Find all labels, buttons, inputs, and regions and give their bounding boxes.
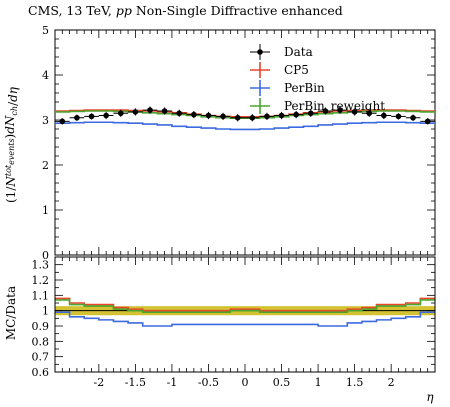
- x-tick-label: -1: [167, 376, 178, 389]
- data-point: [191, 111, 197, 118]
- data-point: [264, 113, 270, 120]
- data-point: [88, 113, 95, 120]
- main-plot-frame: [54, 29, 436, 256]
- data-point: [322, 108, 329, 114]
- x-tick-label: 1.5: [346, 376, 364, 389]
- data-point: [366, 110, 373, 117]
- data-point: [278, 112, 285, 119]
- data-point: [381, 112, 387, 119]
- x-axis-label: η: [426, 390, 434, 404]
- data-point: [103, 112, 109, 119]
- data-point: [132, 109, 139, 115]
- x-tick-label: -2: [93, 376, 104, 389]
- main-y-axis-label: (1/Ntotevents)dNch/dη: [3, 86, 20, 203]
- data-point: [424, 118, 431, 125]
- data-point: [117, 110, 124, 117]
- x-tick-label: 1: [315, 376, 322, 389]
- data-point: [293, 111, 299, 118]
- legend-label-cp5: CP5: [284, 63, 309, 77]
- main-panel: 0 1 2 3 4 5: [42, 24, 436, 262]
- legend: Data CP5 PerBin PerBin_reweight: [250, 44, 385, 114]
- y-tick-label: 4: [42, 69, 49, 82]
- data-point: [205, 112, 212, 119]
- ratio-y-tick-label: 1: [42, 305, 49, 318]
- y-tick-label: 1: [42, 204, 49, 217]
- legend-marker-point: [257, 49, 263, 55]
- y-tick-label: 5: [42, 24, 49, 37]
- x-tick-label: 0.5: [273, 376, 291, 389]
- data-point: [395, 113, 402, 120]
- ratio-y-tick-label: 1.3: [32, 259, 50, 272]
- ratio-line-perbin_reweight: [55, 299, 435, 313]
- ratio-y-tick-label: 1.1: [32, 289, 50, 302]
- legend-label-perbin_reweight: PerBin_reweight: [284, 99, 385, 113]
- ratio-y-axis-label: MC/Data: [4, 286, 18, 340]
- y-tick-label: 3: [42, 114, 49, 127]
- data-point: [351, 109, 358, 115]
- legend-label-data: Data: [284, 45, 313, 59]
- ratio-y-tick-label: 0.6: [32, 366, 50, 379]
- ratio-y-tick-label: 0.9: [32, 320, 50, 333]
- y-tick-label: 2: [42, 159, 49, 172]
- x-tick-label: 0: [242, 376, 249, 389]
- data-point: [147, 107, 153, 113]
- series-line-perbin: [55, 121, 435, 131]
- x-tick-label: -1.5: [125, 376, 146, 389]
- data-point: [220, 113, 226, 120]
- data-point: [249, 114, 256, 121]
- data-point: [161, 108, 168, 114]
- ratio-panel: -2 -1.5 -1 -0.5 0 0.5 1 1.5 2 0.6 0.7 0.8 0.9 1 1.1 1.2…: [32, 256, 436, 389]
- x-tick-label: -0.5: [198, 376, 219, 389]
- data-point: [74, 114, 80, 121]
- data-point: [337, 107, 343, 113]
- y-tick-label: 0: [42, 249, 49, 262]
- data-point: [59, 118, 66, 125]
- data-point: [176, 110, 183, 117]
- x-tick-label: 2: [388, 376, 395, 389]
- ratio-y-tick-label: 0.8: [32, 335, 50, 348]
- ratio-line-perbin: [55, 311, 435, 327]
- ratio-y-tick-label: 1.2: [32, 274, 50, 287]
- chart-title: CMS, 13 TeV, pp Non-Single Diffractive e…: [28, 3, 343, 18]
- series-line-cp5: [55, 109, 435, 118]
- ratio-y-tick-label: 0.7: [32, 351, 50, 364]
- data-point: [307, 110, 314, 117]
- legend-label-perbin: PerBin: [284, 81, 325, 95]
- data-point: [234, 114, 241, 121]
- data-point: [410, 114, 416, 121]
